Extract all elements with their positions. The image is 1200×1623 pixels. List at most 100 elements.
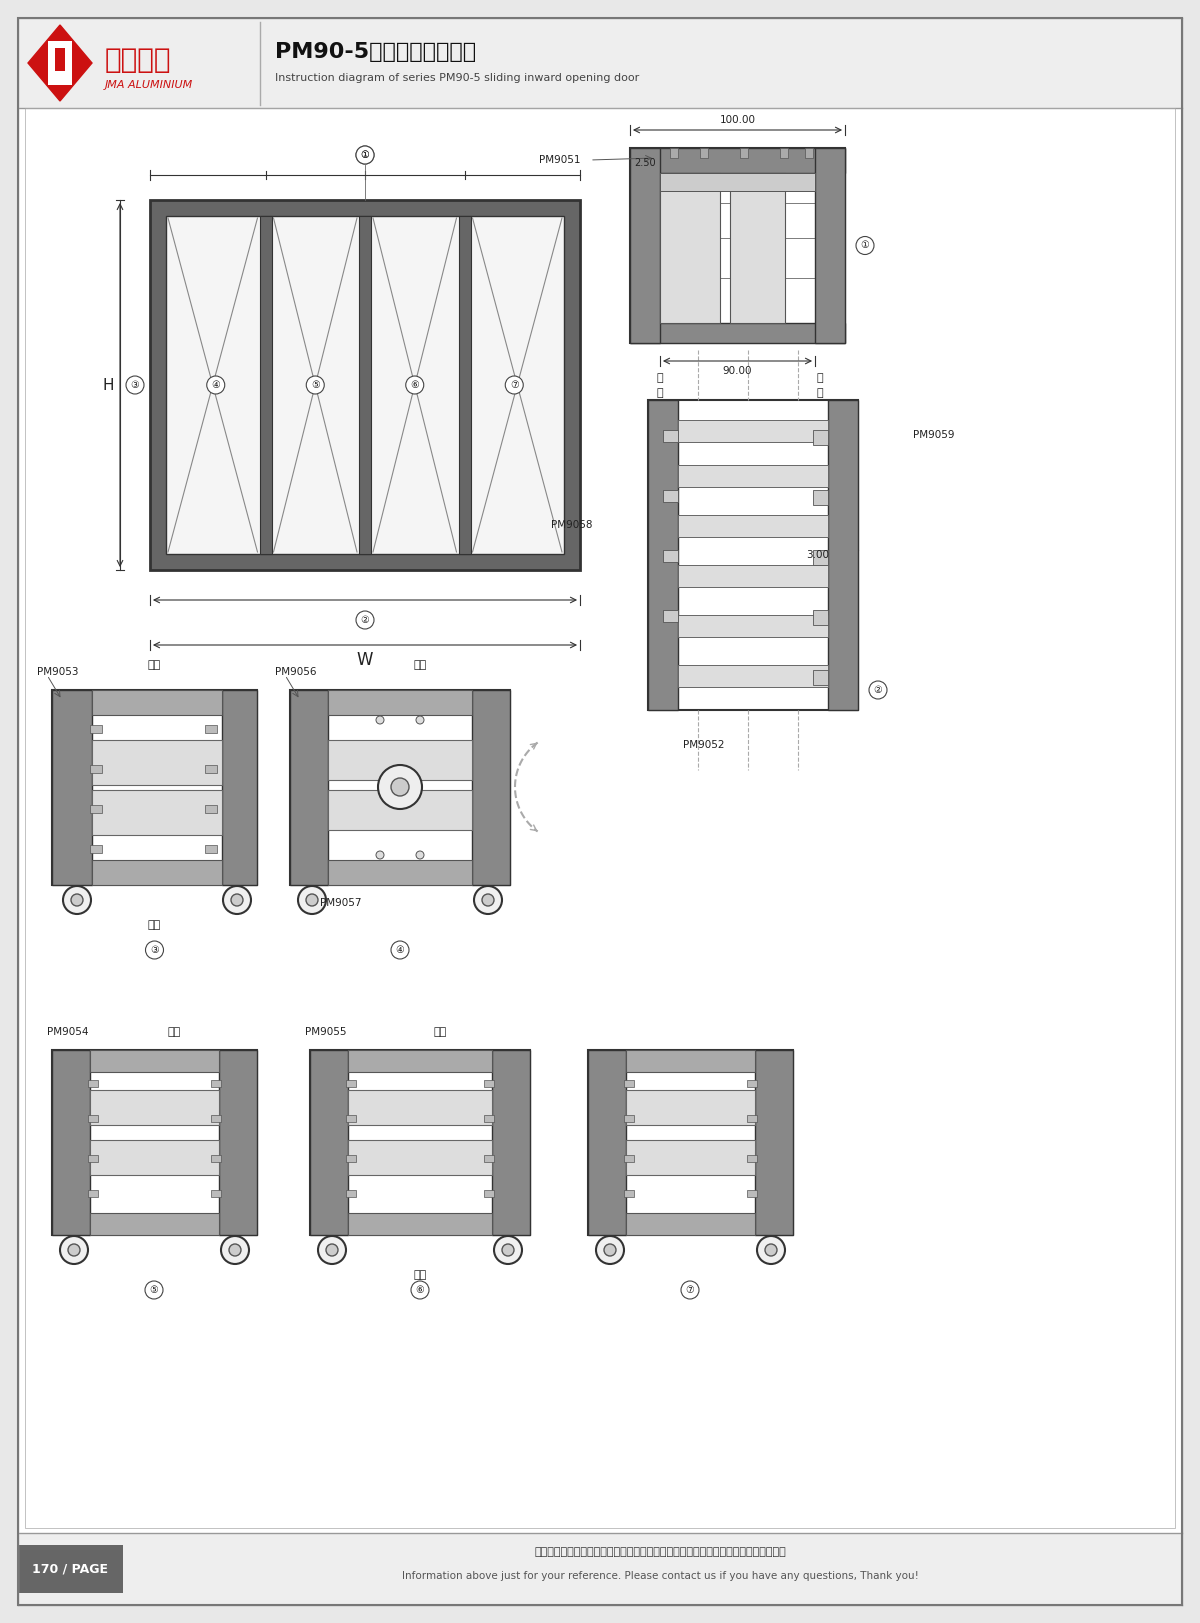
Text: Information above just for your reference. Please contact us if you have any que: Information above just for your referenc…	[402, 1571, 918, 1581]
Bar	[624, 1190, 634, 1198]
Bar	[328, 790, 472, 829]
Bar	[662, 610, 678, 622]
Bar	[90, 1212, 220, 1235]
Bar	[90, 805, 102, 813]
Bar	[52, 690, 92, 885]
Circle shape	[64, 886, 91, 914]
Bar	[348, 1091, 492, 1125]
Bar	[678, 615, 828, 636]
Circle shape	[223, 886, 251, 914]
Bar	[678, 565, 828, 588]
Bar	[205, 805, 217, 813]
Bar	[746, 1190, 757, 1198]
Text: 3.00: 3.00	[806, 550, 829, 560]
Circle shape	[356, 610, 374, 630]
Bar	[630, 323, 845, 342]
Bar	[220, 1050, 257, 1235]
Bar	[624, 1156, 634, 1162]
Bar	[90, 1050, 220, 1073]
Bar	[678, 514, 828, 537]
Circle shape	[604, 1243, 616, 1256]
Bar	[814, 670, 828, 685]
Bar	[359, 216, 371, 553]
Bar	[660, 174, 815, 192]
Bar	[92, 740, 222, 786]
Text: ⑥: ⑥	[410, 380, 419, 390]
Bar	[222, 690, 257, 885]
Bar	[211, 1190, 221, 1198]
Bar	[626, 1091, 755, 1125]
Circle shape	[68, 1243, 80, 1256]
Text: 室内: 室内	[148, 661, 161, 670]
Circle shape	[306, 377, 324, 394]
Text: ①: ①	[361, 149, 370, 161]
Bar	[328, 740, 472, 781]
Bar	[815, 148, 845, 342]
Bar	[624, 1115, 634, 1121]
Bar	[755, 1050, 793, 1235]
Circle shape	[206, 377, 224, 394]
Bar	[630, 148, 845, 174]
Bar	[328, 690, 472, 716]
Text: PM9051: PM9051	[539, 156, 580, 166]
Bar	[52, 1050, 90, 1235]
Text: PM90-5系列折叠门结构图: PM90-5系列折叠门结构图	[275, 42, 476, 62]
Text: 100.00: 100.00	[720, 115, 756, 125]
Text: ③: ③	[150, 945, 158, 954]
Bar	[670, 148, 678, 157]
Bar	[259, 216, 271, 553]
Text: PM9054: PM9054	[47, 1027, 89, 1037]
Bar	[310, 1050, 348, 1235]
Text: ⑥: ⑥	[415, 1285, 425, 1295]
Bar	[814, 430, 828, 445]
Bar	[52, 1050, 257, 1235]
Circle shape	[145, 1281, 163, 1298]
Bar	[678, 420, 828, 441]
Bar	[348, 1050, 492, 1073]
Text: 室: 室	[817, 373, 823, 383]
Bar	[88, 1156, 98, 1162]
Bar	[92, 790, 222, 834]
Circle shape	[145, 941, 163, 959]
Circle shape	[757, 1237, 785, 1264]
Bar	[205, 725, 217, 734]
Bar	[92, 690, 222, 716]
Bar	[588, 1050, 626, 1235]
Circle shape	[482, 894, 494, 906]
Circle shape	[229, 1243, 241, 1256]
Circle shape	[356, 146, 374, 164]
Circle shape	[376, 716, 384, 724]
Circle shape	[391, 777, 409, 795]
Bar	[814, 550, 828, 565]
Bar	[648, 399, 858, 709]
Bar	[678, 466, 828, 487]
Circle shape	[410, 1281, 430, 1298]
Text: PM9055: PM9055	[305, 1027, 347, 1037]
Bar	[624, 1079, 634, 1087]
Bar	[290, 690, 328, 885]
Circle shape	[326, 1243, 338, 1256]
Text: 内: 内	[656, 388, 664, 398]
Text: ②: ②	[874, 685, 882, 695]
Bar	[90, 846, 102, 854]
Text: ⑤: ⑤	[150, 1285, 158, 1295]
Bar	[18, 18, 1182, 109]
Text: ①: ①	[860, 240, 869, 250]
Text: 外: 外	[817, 388, 823, 398]
Bar	[626, 1050, 755, 1073]
Circle shape	[71, 894, 83, 906]
Circle shape	[869, 682, 887, 700]
Bar	[25, 109, 1175, 1527]
Bar	[348, 1212, 492, 1235]
Text: 室内: 室内	[433, 1027, 446, 1037]
Circle shape	[391, 941, 409, 959]
Text: PM9056: PM9056	[275, 667, 317, 677]
Bar	[55, 42, 65, 75]
Bar	[90, 764, 102, 773]
Circle shape	[356, 146, 374, 164]
Circle shape	[502, 1243, 514, 1256]
Bar	[730, 174, 785, 323]
Text: W: W	[356, 651, 373, 669]
Circle shape	[221, 1237, 250, 1264]
Text: ⑤: ⑤	[311, 380, 319, 390]
